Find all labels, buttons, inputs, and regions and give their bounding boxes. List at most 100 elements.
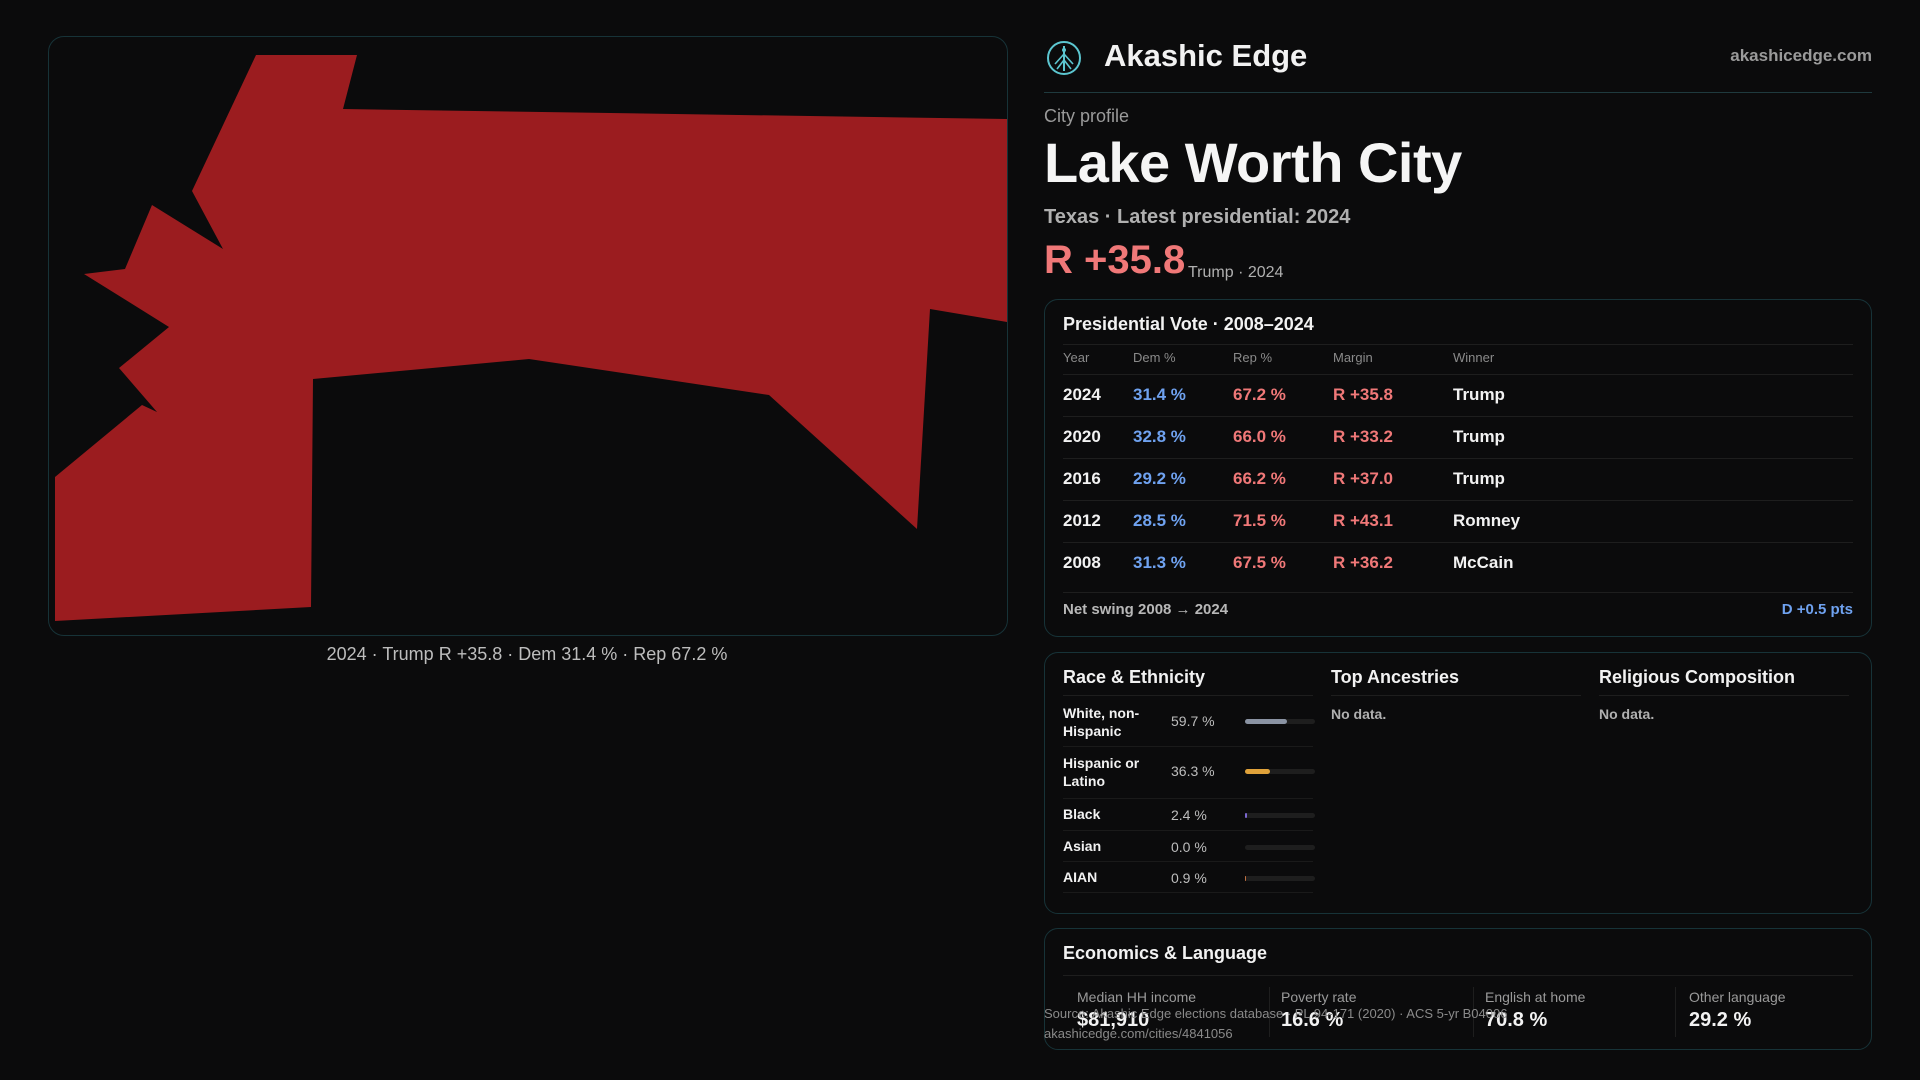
race-bar-fill — [1245, 719, 1287, 724]
ancestries-title: Top Ancestries — [1331, 667, 1581, 696]
cell-margin: R +35.8 — [1333, 385, 1394, 404]
race-ethnicity-column: Race & Ethnicity White, non-Hispanic 59.7… — [1063, 667, 1315, 893]
cell-margin: R +36.2 — [1333, 553, 1394, 572]
race-percent: 0.9 % — [1171, 870, 1207, 886]
cell-winner: Trump — [1453, 469, 1505, 488]
cell-year: 2016 — [1063, 469, 1101, 488]
stat-other-language: Other language 29.2 % — [1689, 989, 1879, 1032]
net-swing-value: D +0.5 pts — [1781, 601, 1853, 618]
cell-dem: 31.4 % — [1133, 385, 1186, 404]
race-bar-track — [1245, 719, 1315, 724]
stat-value: 29.2 % — [1689, 1009, 1752, 1031]
race-bar-track — [1245, 845, 1315, 850]
cell-margin: R +33.2 — [1333, 427, 1394, 446]
headline-margin: R +35.8 — [1044, 238, 1186, 282]
race-name: AIAN — [1063, 869, 1098, 885]
race-bar-fill — [1245, 813, 1247, 818]
divider — [1063, 344, 1853, 345]
header-year: Year — [1063, 350, 1090, 365]
vote-table-row: 2008 31.3 % 67.5 % R +36.2 McCain — [1063, 542, 1853, 584]
race-ethnicity-title: Race & Ethnicity — [1063, 667, 1313, 696]
cell-dem: 28.5 % — [1133, 511, 1186, 530]
vote-table-row: 2016 29.2 % 66.2 % R +37.0 Trump — [1063, 458, 1853, 500]
cell-winner: Romney — [1453, 511, 1521, 530]
ancestries-column: Top Ancestries No data. — [1331, 667, 1581, 722]
race-row: Asian 0.0 % — [1063, 830, 1315, 862]
brand-site-link[interactable]: akashicedge.com — [1730, 46, 1872, 65]
race-name: Hispanic or Latino — [1063, 755, 1140, 789]
cell-winner: Trump — [1453, 385, 1505, 404]
cell-rep: 71.5 % — [1233, 511, 1286, 530]
race-name: Black — [1063, 806, 1101, 822]
brand-header: Akashic Edge akashicedge.com — [1044, 36, 1872, 93]
cell-rep: 67.5 % — [1233, 553, 1286, 572]
source-url-link[interactable]: akashicedge.com/cities/4841056 — [1044, 1026, 1233, 1041]
presidential-vote-title: Presidential Vote · 2008–2024 — [1063, 314, 1314, 334]
cell-rep: 66.0 % — [1233, 427, 1286, 446]
stat-label: Other language — [1689, 989, 1786, 1005]
cell-rep: 67.2 % — [1233, 385, 1286, 404]
header-rep: Rep % — [1233, 350, 1273, 365]
race-row: Hispanic or Latino 36.3 % — [1063, 746, 1315, 799]
source-line: Source: Akashic Edge elections database … — [1044, 1006, 1508, 1021]
header-dem: Dem % — [1133, 350, 1176, 365]
header-winner: Winner — [1453, 350, 1495, 365]
cell-dem: 32.8 % — [1133, 427, 1186, 446]
race-row: AIAN 0.9 % — [1063, 861, 1315, 893]
cell-margin: R +37.0 — [1333, 469, 1394, 488]
page-title: Lake Worth City — [1044, 131, 1462, 194]
religion-empty: No data. — [1599, 706, 1655, 722]
stat-poverty-rate: Poverty rate 16.6 % — [1281, 989, 1471, 1032]
economics-card: Economics & Language Median HH income $8… — [1044, 928, 1872, 1050]
city-boundary-svg — [55, 55, 1007, 621]
presidential-vote-card: Presidential Vote · 2008–2024 Year Dem %… — [1044, 299, 1872, 637]
race-row: White, non-Hispanic 59.7 % — [1063, 696, 1315, 747]
header-margin: Margin — [1333, 350, 1373, 365]
race-bar-track — [1245, 813, 1315, 818]
city-boundary-shape — [55, 55, 1007, 621]
race-name: White, non-Hispanic — [1063, 705, 1140, 739]
race-bar-fill — [1245, 876, 1247, 881]
divider — [1269, 987, 1270, 1037]
race-percent: 0.0 % — [1171, 839, 1207, 855]
divider — [1675, 987, 1676, 1037]
cell-year: 2012 — [1063, 511, 1101, 530]
stat-label: Poverty rate — [1281, 989, 1357, 1005]
stat-value: 70.8 % — [1485, 1009, 1548, 1031]
demographics-card: Race & Ethnicity White, non-Hispanic 59.7… — [1044, 652, 1872, 914]
race-bar-track — [1245, 876, 1315, 881]
vote-table-row: 2012 28.5 % 71.5 % R +43.1 Romney — [1063, 500, 1853, 542]
net-swing-label: Net swing 2008 → 2024 — [1063, 601, 1229, 618]
divider — [1473, 987, 1474, 1037]
economics-title: Economics & Language — [1063, 943, 1268, 963]
vote-table-row: 2020 32.8 % 66.0 % R +33.2 Trump — [1063, 416, 1853, 458]
stat-label: English at home — [1485, 989, 1586, 1005]
cell-dem: 29.2 % — [1133, 469, 1186, 488]
stat-median-income: Median HH income $81,910 — [1077, 989, 1267, 1032]
race-bar-track — [1245, 769, 1315, 774]
race-name: Asian — [1063, 838, 1102, 854]
stat-label: Median HH income — [1077, 989, 1197, 1005]
race-row: Black 2.4 % — [1063, 798, 1315, 831]
stat-value: $81,910 — [1077, 1009, 1150, 1031]
divider — [1063, 975, 1853, 976]
religion-title: Religious Composition — [1599, 667, 1849, 696]
source-footnote: Source: Akashic Edge elections database … — [1044, 1004, 1507, 1044]
cell-margin: R +43.1 — [1333, 511, 1394, 530]
cell-year: 2020 — [1063, 427, 1101, 446]
stat-english-at-home: English at home 70.8 % — [1485, 989, 1675, 1032]
race-percent: 36.3 % — [1171, 763, 1215, 779]
tree-of-life-logo-icon — [1047, 41, 1081, 75]
cell-year: 2008 — [1063, 553, 1101, 572]
race-percent: 2.4 % — [1171, 807, 1207, 823]
cell-winner: McCain — [1453, 553, 1514, 572]
headline-margin-note: Trump · 2024 — [1188, 264, 1284, 281]
net-swing-row: Net swing 2008 → 2024 D +0.5 pts — [1063, 592, 1853, 618]
cell-year: 2024 — [1063, 385, 1101, 404]
cell-winner: Trump — [1453, 427, 1505, 446]
page-kicker: City profile — [1044, 106, 1130, 126]
race-bar-fill — [1245, 769, 1271, 774]
cell-rep: 66.2 % — [1233, 469, 1286, 488]
brand-name: Akashic Edge — [1104, 38, 1308, 73]
stat-value: 16.6 % — [1281, 1009, 1344, 1031]
